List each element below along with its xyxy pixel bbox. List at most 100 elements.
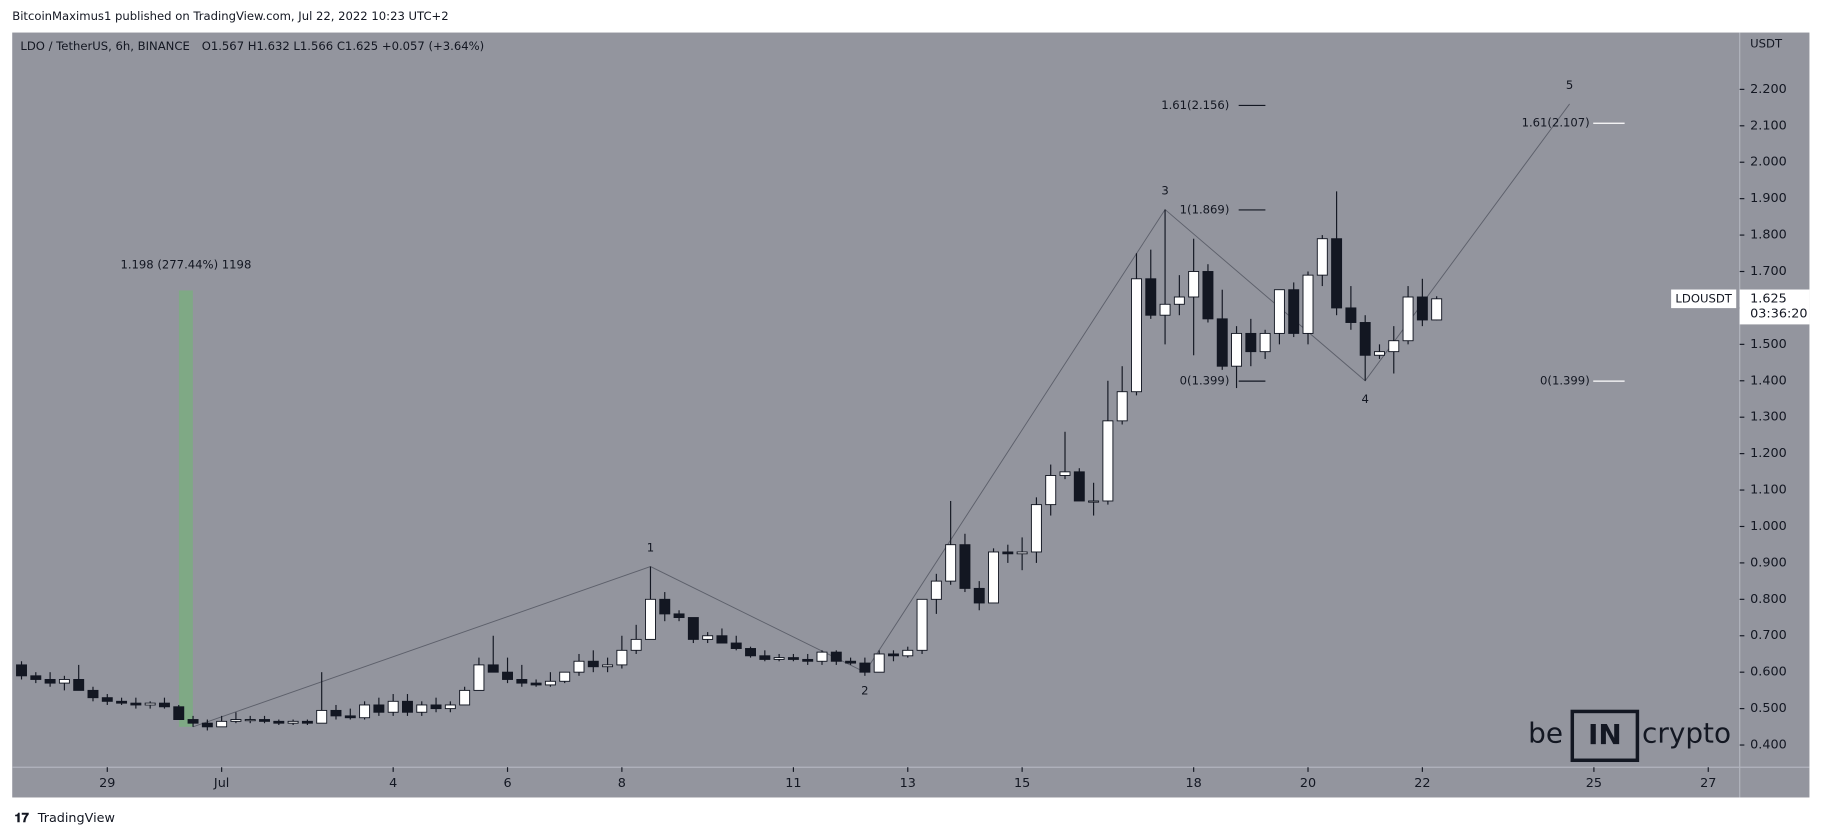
candle-body — [802, 658, 814, 662]
logo-bracket — [1570, 709, 1640, 763]
x-tick-label: 25 — [1586, 776, 1602, 791]
x-tick-label: 8 — [618, 776, 626, 791]
candle-body — [259, 719, 270, 722]
candle-body — [173, 706, 185, 720]
fib-label: 1(1.869) — [1180, 202, 1230, 216]
x-tick-label: 22 — [1414, 776, 1430, 791]
candle-body — [1102, 420, 1114, 502]
candle-body — [1045, 475, 1057, 506]
candle-body — [773, 657, 785, 660]
candle-body — [359, 704, 371, 719]
x-tick-label: 18 — [1186, 776, 1202, 791]
fib-label: 0(1.399) — [1540, 374, 1590, 388]
y-tick-label: 1.400 — [1750, 373, 1787, 388]
candle-body — [845, 660, 857, 664]
candle-body — [544, 680, 556, 686]
candle-body — [58, 678, 70, 684]
y-tick-label: 1.000 — [1750, 519, 1787, 534]
candle-body — [1331, 238, 1343, 309]
y-tick-label: 0.600 — [1750, 665, 1787, 680]
candle-body — [630, 638, 642, 651]
candle-body — [702, 635, 714, 640]
candle-body — [787, 657, 799, 660]
symbol-title: LDO / TetherUS, 6h, BINANCE — [20, 39, 189, 53]
candle-body — [230, 719, 242, 722]
footer-brand: TradingView — [37, 811, 115, 826]
candle-body — [473, 664, 485, 691]
candle-body — [373, 704, 385, 713]
fib-label: 0(1.399) — [1180, 374, 1230, 388]
y-tick-label: 1.700 — [1750, 264, 1787, 279]
logo-be: be — [1528, 717, 1563, 750]
candle-body — [1202, 271, 1214, 320]
candle-body — [87, 689, 99, 699]
candle-body — [158, 702, 170, 708]
candle-body — [559, 671, 571, 682]
candle-body — [1188, 271, 1200, 298]
candle-body — [201, 722, 213, 728]
y-tick-label: 0.500 — [1750, 701, 1787, 716]
candle-body — [1316, 238, 1328, 276]
candle-body — [416, 704, 428, 713]
y-tick-label: 2.200 — [1750, 82, 1787, 97]
wave-label: 2 — [861, 683, 868, 697]
y-tick-label: 2.000 — [1750, 155, 1787, 170]
candle-body — [1245, 332, 1257, 353]
candle-body — [216, 720, 228, 728]
x-tick-label: 15 — [1014, 776, 1030, 791]
candle-body — [730, 642, 742, 649]
y-tick-label: 0.900 — [1750, 555, 1787, 570]
candle-body — [130, 702, 142, 706]
published: BitcoinMaximus1 published on TradingView… — [12, 9, 448, 23]
logo-crypto: crypto — [1642, 717, 1731, 750]
y-tick-label: 0.700 — [1750, 628, 1787, 643]
x-tick-label: 20 — [1300, 776, 1316, 791]
candle-body — [1173, 296, 1185, 305]
candle-body — [1388, 340, 1400, 353]
logo-in: IN — [1588, 718, 1622, 751]
candle-body — [916, 598, 928, 651]
candle-body — [244, 719, 256, 722]
x-tick-label: 11 — [785, 776, 801, 791]
candle-body — [1402, 296, 1414, 342]
candle-body — [959, 544, 971, 589]
candle-body — [502, 671, 513, 680]
candle-body — [316, 709, 328, 724]
measure-bar — [178, 290, 193, 727]
x-tick-label: Jul — [213, 776, 229, 791]
candle-body — [816, 651, 828, 662]
wave-label: 5 — [1566, 78, 1573, 92]
x-tick-label: 29 — [99, 776, 115, 791]
candle-body — [873, 653, 885, 673]
candle-body — [1145, 278, 1157, 316]
candle-body — [487, 664, 499, 673]
candle-body — [1059, 471, 1071, 476]
candle-body — [16, 664, 27, 677]
price-tag-symbol: LDOUSDT — [1675, 291, 1732, 305]
candle-body — [1288, 289, 1300, 334]
candle-body — [1159, 303, 1171, 316]
candle-body — [716, 635, 728, 644]
fib-label: 1.61(2.107) — [1522, 116, 1590, 130]
candle-body — [988, 551, 1000, 604]
candle-body — [973, 587, 985, 604]
candle-body — [287, 720, 299, 724]
candle-body — [687, 617, 699, 640]
candle-body — [273, 720, 285, 724]
x-tick-label: 13 — [900, 776, 916, 791]
price-tag-countdown: 03:36:20 — [1750, 306, 1807, 321]
wave-label: 3 — [1161, 183, 1168, 197]
candle-body — [1002, 551, 1014, 555]
plot-area — [12, 32, 1740, 768]
wave-line — [192, 103, 1570, 728]
candle-body — [759, 655, 771, 660]
ohlc-legend: O1.567 H1.632 L1.566 C1.625 +0.057 (+3.6… — [202, 39, 484, 53]
price-axis — [1739, 32, 1810, 798]
candle-body — [430, 704, 442, 710]
x-tick-label: 4 — [389, 776, 397, 791]
candle-body — [573, 660, 585, 673]
y-tick-label: 1.200 — [1750, 446, 1787, 461]
candle-body — [1088, 500, 1100, 503]
candle-body — [1431, 298, 1443, 321]
